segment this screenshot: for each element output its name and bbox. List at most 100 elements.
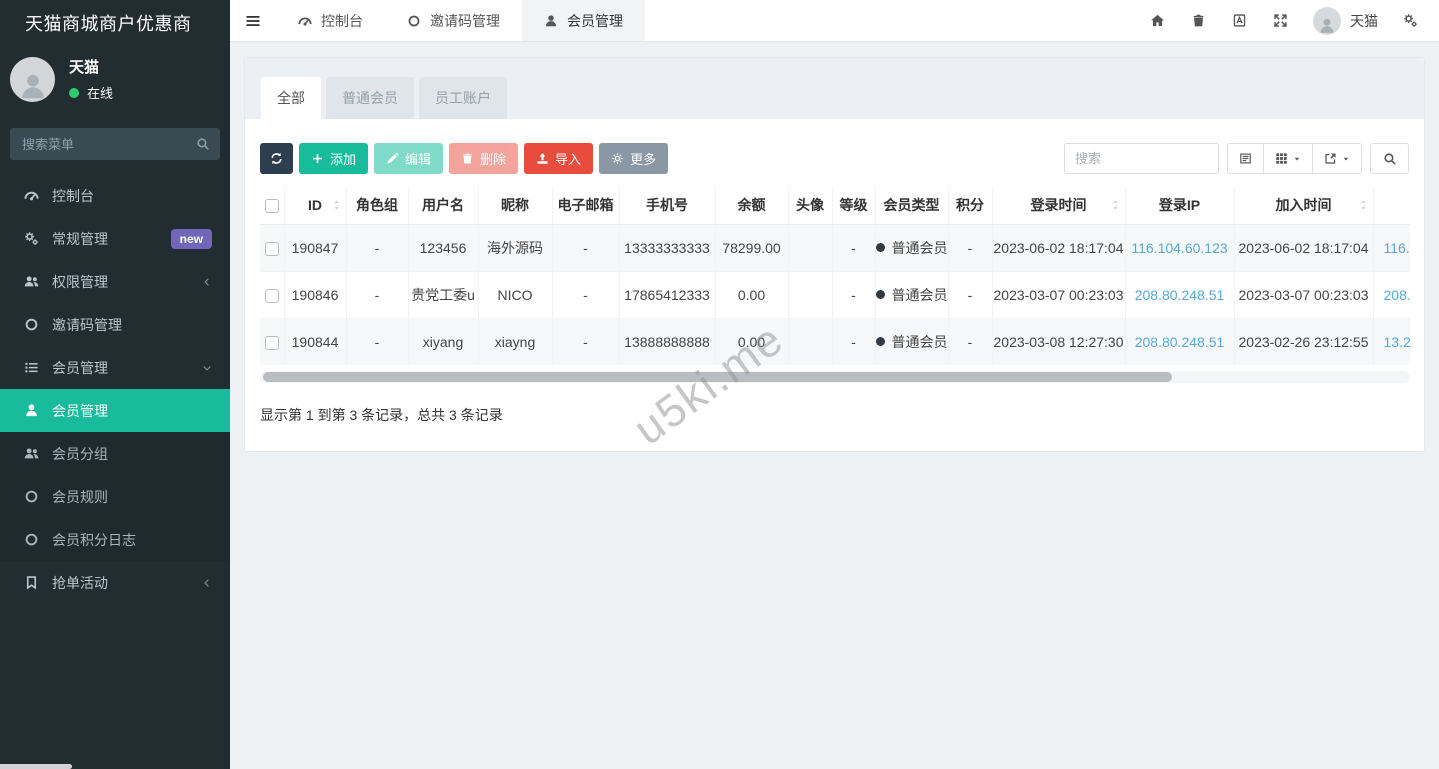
topnav-user-name: 天猫 bbox=[1350, 12, 1378, 29]
horizontal-scrollbar-thumb[interactable] bbox=[263, 372, 1172, 382]
nav-tab-dashboard[interactable]: 控制台 bbox=[276, 0, 385, 41]
cell-username: xiyang bbox=[407, 318, 478, 365]
sidebar-item-order-activity[interactable]: 抢单活动 bbox=[0, 561, 230, 604]
more-button[interactable]: 更多 bbox=[599, 143, 669, 174]
sidebar-item-general[interactable]: 常规管理 new bbox=[0, 217, 230, 260]
member-type-dot bbox=[876, 337, 885, 347]
pencil-icon bbox=[386, 152, 399, 165]
clear-cache-button[interactable] bbox=[1178, 0, 1219, 42]
expand-icon bbox=[1273, 13, 1288, 28]
gears-icon bbox=[1403, 13, 1418, 28]
avatar bbox=[1313, 6, 1341, 35]
users-icon bbox=[24, 274, 39, 289]
sidebar-item-member-rule[interactable]: 会员规则 bbox=[0, 475, 230, 518]
users-icon bbox=[24, 446, 39, 461]
join-ip-link[interactable]: 13.21 bbox=[1383, 333, 1411, 350]
cell-id: 190844 bbox=[283, 318, 346, 365]
col-login-time[interactable]: 登录时间 bbox=[991, 186, 1125, 225]
cell-score: - bbox=[947, 224, 992, 271]
select-all-checkbox[interactable] bbox=[264, 198, 279, 213]
cell-email: - bbox=[551, 224, 619, 271]
join-ip-link[interactable]: 208.8 bbox=[1383, 286, 1411, 303]
sidebar-item-member-score-log[interactable]: 会员积分日志 bbox=[0, 518, 230, 561]
sidebar-item-member-parent[interactable]: 会员管理 bbox=[0, 346, 230, 389]
member-table-wrapper: ID 角色组 用户名 昵称 电子邮箱 手机号 余额 头像 等级 会员类型 bbox=[260, 186, 1410, 365]
sidebar-toggle-button[interactable] bbox=[230, 0, 276, 41]
plus-icon bbox=[311, 152, 324, 165]
cell-join-time: 2023-06-02 18:17:04 bbox=[1233, 224, 1373, 271]
row-checkbox[interactable] bbox=[264, 241, 279, 256]
cell-member-type: 普通会员 bbox=[874, 271, 948, 318]
circle-icon bbox=[407, 14, 421, 28]
nav-tab-invite-code[interactable]: 邀请码管理 bbox=[385, 0, 522, 41]
refresh-icon bbox=[270, 152, 283, 165]
cell-avatar bbox=[787, 271, 832, 318]
import-button[interactable]: 导入 bbox=[524, 143, 594, 174]
delete-button[interactable]: 删除 bbox=[449, 143, 519, 174]
menu-search-input[interactable] bbox=[10, 128, 220, 160]
col-id[interactable]: ID bbox=[283, 186, 346, 225]
tab-normal-member[interactable]: 普通会员 bbox=[326, 77, 414, 119]
table-search-input[interactable] bbox=[1064, 143, 1219, 174]
cell-username: 贵党工委u bbox=[407, 271, 478, 318]
col-mobile: 手机号 bbox=[618, 186, 715, 225]
row-checkbox[interactable] bbox=[264, 288, 279, 303]
sidebar-search bbox=[10, 128, 220, 160]
cell-login-time: 2023-03-07 00:23:03 bbox=[991, 271, 1125, 318]
columns-button[interactable] bbox=[1263, 143, 1313, 174]
export-icon bbox=[1324, 152, 1337, 165]
fullscreen-button[interactable] bbox=[1260, 0, 1301, 42]
home-button[interactable] bbox=[1137, 0, 1178, 42]
cell-join-time: 2023-02-26 23:12:55 bbox=[1233, 318, 1373, 365]
cell-score: - bbox=[947, 271, 992, 318]
cell-level: - bbox=[831, 318, 875, 365]
dashboard-icon bbox=[298, 14, 312, 28]
sidebar-item-dashboard[interactable]: 控制台 bbox=[0, 174, 230, 217]
export-button[interactable] bbox=[1312, 143, 1362, 174]
refresh-button[interactable] bbox=[260, 143, 293, 174]
login-ip-link[interactable]: 208.80.248.51 bbox=[1134, 286, 1225, 303]
home-icon bbox=[1150, 13, 1165, 28]
hamburger-icon bbox=[245, 13, 261, 29]
cell-role-group: - bbox=[345, 271, 408, 318]
caret-down-icon bbox=[1342, 155, 1350, 163]
sidebar-scrollbar[interactable] bbox=[0, 764, 72, 769]
cell-id: 190846 bbox=[283, 271, 346, 318]
sidebar-item-member-manage[interactable]: 会员管理 bbox=[0, 389, 230, 432]
filter-tabs: 全部 普通会员 员工账户 bbox=[245, 58, 1424, 119]
login-ip-link[interactable]: 208.80.248.51 bbox=[1134, 333, 1225, 350]
col-join-time[interactable]: 加入时间 bbox=[1233, 186, 1373, 225]
sidebar: 天猫商城商户优惠商 天猫 在线 控制台 常规管理 new bbox=[0, 0, 230, 769]
sidebar-item-invite-code[interactable]: 邀请码管理 bbox=[0, 303, 230, 346]
sort-icon bbox=[1358, 199, 1369, 210]
nav-tab-member-manage[interactable]: 会员管理 bbox=[522, 0, 645, 41]
row-checkbox[interactable] bbox=[264, 335, 279, 350]
user-menu[interactable]: 天猫 bbox=[1301, 6, 1390, 35]
cell-balance: 0.00 bbox=[714, 271, 788, 318]
table-row: 190844 - xiyang xiayng - 13888888888 0.0… bbox=[260, 318, 1410, 365]
col-score: 积分 bbox=[947, 186, 992, 225]
language-button[interactable] bbox=[1219, 0, 1260, 42]
join-ip-link[interactable]: 116.1 bbox=[1383, 239, 1411, 256]
cell-role-group: - bbox=[345, 224, 408, 271]
sidebar-item-auth[interactable]: 权限管理 bbox=[0, 260, 230, 303]
detail-view-button[interactable] bbox=[1227, 143, 1264, 174]
chevron-left-icon bbox=[202, 578, 212, 588]
login-ip-link[interactable]: 116.104.60.123 bbox=[1131, 239, 1228, 256]
main-area: 控制台 邀请码管理 会员管理 天猫 bbox=[230, 0, 1439, 769]
cell-login-time: 2023-03-08 12:27:30 bbox=[991, 318, 1125, 365]
settings-button[interactable] bbox=[1390, 0, 1431, 42]
sidebar-item-member-group[interactable]: 会员分组 bbox=[0, 432, 230, 475]
translate-icon bbox=[1232, 13, 1247, 28]
member-card: 全部 普通会员 员工账户 添加 编辑 删除 导入 更多 bbox=[244, 57, 1425, 455]
search-submit-button[interactable] bbox=[1370, 143, 1409, 174]
tab-all[interactable]: 全部 bbox=[261, 77, 321, 119]
cell-score: - bbox=[947, 318, 992, 365]
tab-staff-account[interactable]: 员工账户 bbox=[419, 77, 507, 119]
table-row: 190847 - 123456 海外源码 - 13333333333 78299… bbox=[260, 224, 1410, 271]
record-summary: 显示第 1 到第 3 条记录，总共 3 条记录 bbox=[260, 407, 503, 423]
chevron-down-icon bbox=[202, 363, 212, 373]
edit-button[interactable]: 编辑 bbox=[374, 143, 444, 174]
col-balance: 余额 bbox=[714, 186, 788, 225]
add-button[interactable]: 添加 bbox=[299, 143, 369, 174]
